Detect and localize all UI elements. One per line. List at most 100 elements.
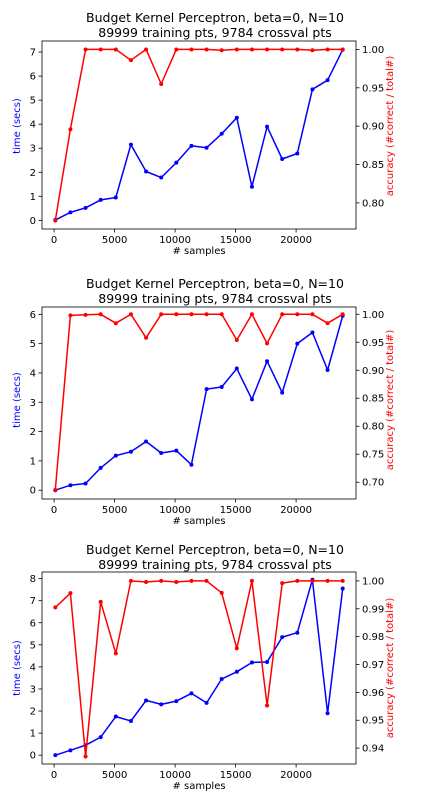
chart-2-accuracy-line [54, 313, 344, 491]
chart-3-x-tick-label: 10000 [159, 770, 191, 781]
chart-2-y-right-tick-label: 0.85 [362, 394, 384, 405]
chart-2-time-point [234, 366, 239, 371]
chart-1-time-point [295, 151, 300, 156]
chart-2-time-point [68, 483, 73, 488]
chart-1-time-point [174, 160, 179, 165]
chart-2-y-right-tick-label: 0.70 [362, 478, 384, 489]
chart-1-accuracy-point [265, 47, 270, 52]
chart-2-time-point [144, 439, 149, 444]
chart-1-accuracy-point [83, 47, 88, 52]
chart-3-y-right-tick-label: 0.98 [362, 632, 384, 643]
chart-1-x-tick-label: 5000 [102, 235, 127, 246]
chart-1-x-tick-label: 15000 [220, 235, 252, 246]
chart-1-accuracy-point [295, 47, 300, 52]
chart-1-ylabel-left: time (secs) [12, 98, 23, 154]
chart-1-accuracy-point [144, 47, 149, 52]
chart-2-time-point [189, 462, 194, 467]
chart-2-accuracy-point [83, 312, 88, 317]
chart-3-accuracy-point [144, 580, 149, 585]
chart-2-y-left-tick-label: 5 [30, 339, 36, 350]
chart-2-time-point [159, 450, 164, 455]
chart-1-time-point [265, 124, 270, 129]
chart-2-time-point [325, 368, 330, 373]
chart-2-axes-frame [41, 306, 357, 500]
chart-1-y-right-tick-label: 0.85 [362, 160, 384, 171]
chart-1-accuracy-point [340, 47, 345, 52]
chart-1-accuracy-point [174, 47, 179, 52]
chart-2-time-point [310, 330, 315, 335]
chart-3-time-point [189, 691, 194, 696]
chart-3-y-right-tick-label: 0.99 [362, 604, 384, 615]
chart-3-axes-frame [41, 571, 357, 765]
chart-3-accuracy-point [325, 578, 330, 583]
chart-1-accuracy-point [189, 47, 194, 52]
chart-3-time-line [55, 578, 344, 756]
chart-3-time-point [68, 748, 73, 753]
chart-3-time-point [98, 735, 103, 740]
chart-3-subtitle: 89999 training pts, 9784 crossval pts [98, 557, 331, 572]
chart-3-time-point [159, 702, 164, 707]
chart-1-accuracy-point [325, 47, 330, 52]
chart-2-x-tick-label: 5000 [102, 505, 127, 516]
chart-3-accuracy-point [159, 578, 164, 583]
chart-3-ylabel-left: time (secs) [12, 640, 23, 696]
chart-1-x-tick-label: 20000 [280, 235, 312, 246]
chart-1-title: Budget Kernel Perceptron, beta=0, N=10 [86, 10, 344, 25]
chart-2-time-point [265, 359, 270, 364]
chart-3-y-left-tick-label: 2 [30, 707, 36, 718]
chart-3-title: Budget Kernel Perceptron, beta=0, N=10 [86, 542, 344, 557]
chart-3-time-point [219, 677, 224, 682]
chart-1-y-left-tick-label: 6 [30, 72, 36, 83]
chart-3-accuracy-point [174, 580, 179, 585]
chart-1-x-tick-label: 10000 [159, 235, 191, 246]
chart-1-accuracy-line [54, 48, 343, 221]
chart-3-time-point [128, 718, 133, 723]
chart-3-accuracy-point [295, 578, 300, 583]
chart-2-accuracy-point [295, 312, 300, 317]
chart-3-y-left-tick-label: 5 [30, 640, 36, 651]
chart-3-xlabel: # samples [172, 781, 225, 792]
chart-2-accuracy-point [310, 312, 315, 317]
chart-2-accuracy-point [128, 312, 133, 317]
chart-1-time-point [144, 169, 149, 174]
chart-3-time-point [113, 714, 118, 719]
chart-3-time-point [325, 711, 330, 716]
chart-1-accuracy-point [280, 47, 285, 52]
chart-1-y-left-tick-label: 1 [30, 192, 36, 203]
chart-2-accuracy-point [265, 341, 270, 346]
chart-1-time-point [204, 145, 209, 150]
chart-3-accuracy-point [280, 581, 285, 586]
chart-3-y-right-tick-label: 0.96 [362, 688, 384, 699]
chart-3-y-right-tick-label: 0.94 [362, 744, 384, 755]
chart-3-accuracy-point [265, 703, 270, 708]
chart-2-accuracy-point [113, 321, 118, 326]
chart-2-x-tick-label: 0 [51, 505, 57, 516]
chart-1-accuracy-point [113, 47, 118, 52]
chart-2-accuracy-point [325, 321, 330, 326]
chart-2-accuracy-point [204, 312, 209, 317]
chart-2-accuracy-point [249, 312, 254, 317]
chart-3-y-left-tick-label: 7 [30, 596, 36, 607]
chart-1-accuracy-point [249, 47, 254, 52]
chart-2: Budget Kernel Perceptron, beta=0, N=10 8… [12, 276, 396, 527]
chart-2-title: Budget Kernel Perceptron, beta=0, N=10 [86, 276, 344, 291]
chart-2-y-left-tick-label: 2 [30, 427, 36, 438]
chart-2-time-point [113, 453, 118, 458]
chart-3-accuracy-point [310, 578, 315, 583]
chart-3-time-point [295, 630, 300, 635]
chart-2-accuracy-point [189, 312, 194, 317]
chart-2-time-line [55, 315, 344, 491]
chart-2-y-left-tick-label: 0 [30, 486, 36, 497]
chart-1-axes-frame [41, 40, 357, 230]
chart-2-subtitle: 89999 training pts, 9784 crossval pts [98, 291, 331, 306]
chart-2-accuracy-point [144, 335, 149, 340]
chart-3-time-point [265, 660, 270, 665]
chart-2-y-right-tick-label: 1.00 [362, 310, 384, 321]
chart-3-accuracy-point [68, 591, 73, 596]
chart-2-y-left-tick-label: 3 [30, 398, 36, 409]
chart-3-time-point [280, 635, 285, 640]
chart-3-time-point [144, 698, 149, 703]
chart-2-x-tick-label: 20000 [280, 505, 312, 516]
chart-1-time-point [310, 87, 315, 92]
